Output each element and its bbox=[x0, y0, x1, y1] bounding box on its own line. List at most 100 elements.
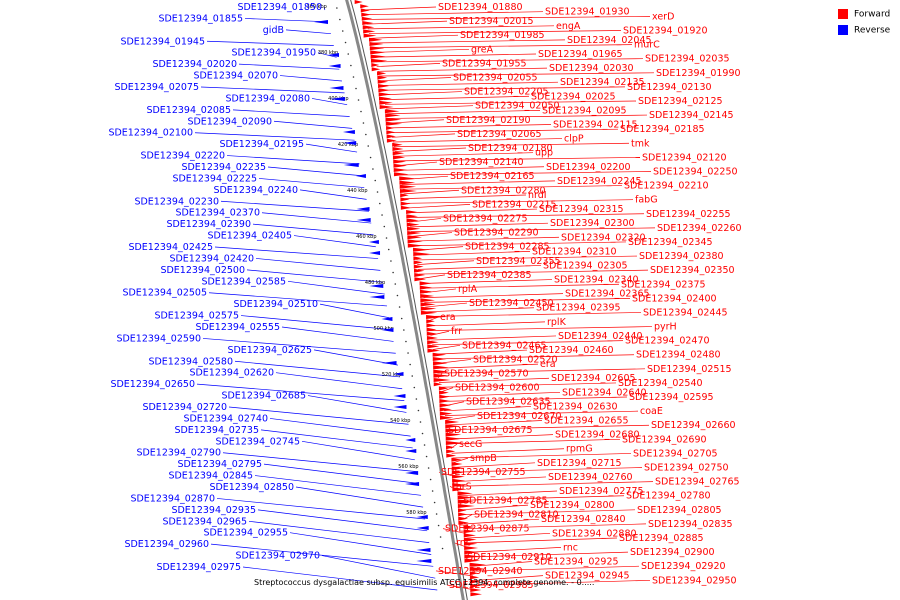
forward-gene-arrow bbox=[420, 306, 437, 311]
reverse-gene-label: SDE12394_02620 bbox=[189, 368, 274, 379]
forward-gene-label: SDE12394_01955 bbox=[442, 58, 527, 69]
forward-gene-label: smpB bbox=[470, 453, 497, 464]
forward-gene-label: pyrH bbox=[654, 322, 677, 333]
forward-gene-arrow bbox=[433, 378, 451, 382]
connector-line bbox=[293, 235, 376, 248]
forward-gene-label: SDE12394_02055 bbox=[453, 72, 538, 83]
connector-line bbox=[447, 424, 650, 431]
forward-gene-arrow bbox=[457, 491, 473, 496]
forward-gene-arrow bbox=[400, 193, 409, 198]
connector-line bbox=[242, 566, 438, 591]
scale-tick bbox=[365, 133, 367, 136]
reverse-gene-label: SDE12394_02405 bbox=[207, 231, 292, 242]
forward-gene-arrow bbox=[400, 201, 411, 206]
forward-gene-label: SDE12394_02810 bbox=[474, 510, 559, 521]
forward-gene-arrow bbox=[426, 327, 437, 332]
reverse-gene-arrow bbox=[393, 372, 404, 376]
reverse-gene-label: SDE12394_02225 bbox=[172, 173, 257, 184]
forward-gene-label: SDE12394_02950 bbox=[652, 575, 737, 586]
forward-gene-label: SDE12394_02465 bbox=[462, 340, 547, 351]
reverse-gene-label: SDE12394_02745 bbox=[215, 436, 300, 447]
forward-gene-label: SDE12394_01920 bbox=[623, 25, 708, 36]
reverse-gene-arrow bbox=[381, 328, 394, 332]
reverse-gene-arrow bbox=[355, 174, 366, 178]
connector-line bbox=[222, 452, 417, 472]
forward-gene-arrow bbox=[439, 390, 449, 395]
reverse-gene-label: SDE12394_02790 bbox=[136, 448, 221, 459]
forward-gene-arrow bbox=[433, 369, 450, 374]
forward-gene-arrow bbox=[439, 407, 452, 412]
reverse-gene-label: SDE12394_02580 bbox=[148, 356, 233, 367]
forward-gene-arrow bbox=[433, 365, 449, 370]
connector-line bbox=[397, 161, 438, 166]
connector-line bbox=[454, 462, 536, 468]
forward-gene-arrow bbox=[414, 273, 426, 277]
forward-gene-label: SDE12394_02540 bbox=[618, 378, 703, 389]
scale-tick bbox=[441, 547, 444, 550]
forward-gene-arrow bbox=[413, 247, 430, 252]
connector-line bbox=[321, 555, 436, 579]
connector-line bbox=[390, 124, 552, 129]
connector-line bbox=[426, 307, 535, 313]
backbone-outer bbox=[345, 0, 465, 600]
reverse-gene-arrow bbox=[314, 20, 329, 24]
reverse-gene-label: SDE12394_02555 bbox=[195, 322, 280, 333]
reverse-gene-label: SDE12394_02585 bbox=[201, 276, 286, 287]
reverse-gene-label: SDE12394_02425 bbox=[128, 242, 213, 253]
scale-tick bbox=[392, 271, 394, 274]
connector-line bbox=[200, 86, 345, 94]
forward-gene-arrow bbox=[445, 436, 463, 441]
forward-gene-arrow bbox=[470, 583, 481, 588]
connector-line bbox=[459, 490, 558, 497]
forward-gene-arrow bbox=[463, 537, 477, 542]
connector-line bbox=[362, 6, 437, 11]
forward-gene-arrow bbox=[399, 189, 417, 193]
scale-tick bbox=[344, 41, 347, 44]
reverse-gene-arrow bbox=[356, 218, 371, 222]
reverse-gene-arrow bbox=[328, 53, 340, 57]
forward-gene-arrow bbox=[377, 75, 388, 80]
forward-gene-label: secG bbox=[459, 439, 482, 450]
reverse-gene-arrow bbox=[405, 438, 416, 442]
connector-line bbox=[407, 208, 538, 214]
connector-line bbox=[431, 335, 557, 341]
connector-line bbox=[389, 119, 445, 124]
forward-gene-arrow bbox=[452, 487, 467, 492]
scale-label: 480 kbp bbox=[365, 280, 385, 286]
scale-tick bbox=[403, 329, 405, 331]
forward-gene-label: SDE12394_02655 bbox=[544, 416, 629, 427]
forward-gene-label: SDE12394_02250 bbox=[653, 166, 738, 177]
forward-gene-arrow bbox=[371, 63, 380, 67]
forward-gene-label: SDE12394_02130 bbox=[627, 82, 712, 93]
forward-gene-arrow bbox=[427, 340, 439, 345]
connector-line bbox=[425, 302, 468, 308]
scale-tick bbox=[387, 248, 390, 251]
connector-line bbox=[452, 453, 632, 459]
connector-line bbox=[208, 292, 388, 307]
forward-gene-arrow bbox=[433, 373, 450, 378]
forward-gene-label: SDE12394_02215 bbox=[472, 199, 557, 210]
forward-gene-label: SDE12394_02595 bbox=[629, 392, 714, 403]
scale-label: 380 kbp bbox=[318, 50, 338, 56]
connector-line bbox=[442, 396, 628, 402]
connector-line bbox=[440, 387, 454, 393]
connector-line bbox=[257, 509, 428, 532]
reverse-gene-arrow bbox=[328, 64, 341, 68]
connector-line bbox=[473, 575, 544, 581]
forward-gene-arrow bbox=[464, 550, 479, 555]
scale-tick bbox=[396, 294, 399, 297]
scale-tick bbox=[376, 191, 379, 193]
forward-gene-arrow bbox=[420, 294, 435, 298]
connector-line bbox=[381, 86, 626, 91]
connector-line bbox=[281, 326, 394, 342]
forward-gene-label: SDE12394_02460 bbox=[529, 345, 614, 356]
scale-tick bbox=[369, 156, 372, 159]
reverse-gene-label: SDE12394_02960 bbox=[124, 539, 209, 550]
connector-line bbox=[295, 486, 424, 508]
forward-gene-arrow bbox=[464, 541, 478, 546]
forward-gene-arrow bbox=[392, 155, 406, 160]
forward-gene-label: SDE12394_02050 bbox=[475, 101, 560, 112]
forward-gene-arrow bbox=[392, 151, 405, 156]
forward-gene-arrow bbox=[445, 428, 461, 433]
scale-tick bbox=[415, 398, 418, 400]
